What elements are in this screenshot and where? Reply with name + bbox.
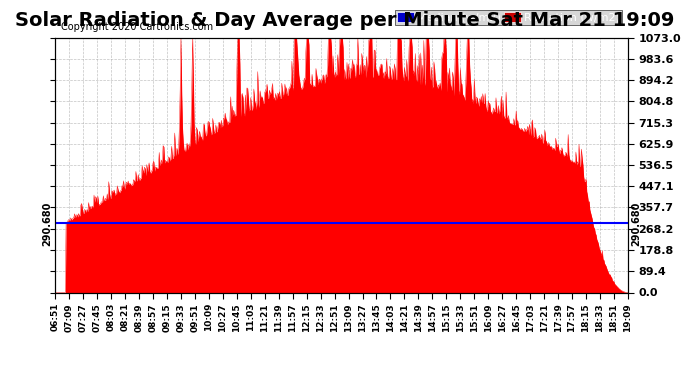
Text: 290.680: 290.680 bbox=[631, 201, 641, 246]
Text: 290.680: 290.680 bbox=[42, 201, 52, 246]
Text: Copyright 2020 Cartronics.com: Copyright 2020 Cartronics.com bbox=[61, 22, 213, 32]
Text: Solar Radiation & Day Average per Minute Sat Mar 21 19:09: Solar Radiation & Day Average per Minute… bbox=[15, 11, 675, 30]
Legend: Median (w/m2), Radiation (w/m2): Median (w/m2), Radiation (w/m2) bbox=[395, 10, 622, 25]
